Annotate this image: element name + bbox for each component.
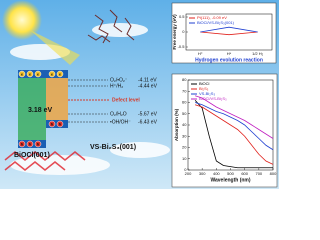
graphical-abstract: e e e e eh h hh h O₂/•O₂⁻ -4.11 eVH⁺/H₂ -4.44 eVO… — [0, 0, 279, 189]
electron-label: e — [37, 71, 40, 76]
left-material: BiOCl(001) — [14, 152, 50, 159]
hole-dot — [34, 140, 42, 148]
electron-label: e — [29, 71, 32, 76]
y-tick-label: 50 — [182, 111, 187, 116]
crystal-structure — [87, 9, 135, 44]
legend-label: BiOCl/VS-Bi₂S₃ — [199, 96, 227, 101]
series-line — [194, 99, 273, 169]
legend-label: Pt(111), -0.09 eV — [197, 15, 227, 20]
x-tick-label: 200 — [185, 171, 192, 176]
level-energy: -4.11 eV — [138, 77, 157, 83]
level-couple: •OH/OH⁻ — [110, 119, 131, 125]
clouds — [10, 23, 170, 175]
defect-level: Defect level — [112, 97, 140, 103]
y-tick-label: 80 — [182, 77, 187, 82]
hole-label: h — [51, 121, 54, 126]
electron-dot — [34, 70, 42, 78]
electron-dot — [48, 70, 56, 78]
lattice-bottom — [4, 151, 86, 171]
y-axis-label: Absorption (%) — [174, 108, 179, 141]
x-tick-label: 800 — [270, 171, 277, 176]
y-axis-label: Free energy (eV) — [172, 14, 177, 50]
legend-label: Bi₂S₃ — [199, 86, 209, 91]
level-couple: O₂/•O₂⁻ — [110, 77, 128, 83]
level-energy: -4.44 eV — [138, 83, 158, 89]
series-line — [194, 102, 274, 151]
hole-label: h — [21, 141, 24, 146]
level-couple: H⁺/H₂ — [110, 83, 123, 89]
series-line — [200, 26, 258, 33]
series-line — [200, 31, 258, 36]
y-tick-label: -0.5 — [178, 44, 186, 49]
x-category: H⁺ — [198, 51, 203, 56]
level-couple: O₂/H₂O — [110, 111, 127, 117]
legend-label: VS-Bi₂S₃ — [199, 91, 215, 96]
x-category: 1/2 H₂ — [252, 51, 264, 56]
band-gap: 3.18 eV — [28, 107, 52, 114]
electron-dot — [56, 70, 64, 78]
x-category: H* — [227, 51, 232, 56]
cb-bar — [18, 70, 68, 78]
y-tick-label: 30 — [182, 133, 187, 138]
level-energy: -5.67 eV — [138, 111, 158, 117]
her-inset — [171, 2, 277, 64]
electron-label: e — [21, 71, 24, 76]
series-line — [194, 95, 274, 139]
bi2s3-band — [46, 70, 68, 128]
sun — [2, 0, 42, 40]
x-tick-label: 300 — [199, 171, 206, 176]
electrons: e e e e eh h hh h — [18, 70, 64, 148]
hole-dot — [48, 120, 56, 128]
x-tick-label: 500 — [227, 171, 234, 176]
light-beam — [30, 30, 80, 65]
y-tick-label: 40 — [182, 122, 187, 127]
x-tick-label: 600 — [241, 171, 248, 176]
y-tick-label: 10 — [182, 156, 187, 161]
right-material: VS-Bi₂S₃(001) — [90, 144, 136, 151]
bioc-band — [18, 70, 46, 148]
energy-levels: O₂/•O₂⁻ -4.11 eV H⁺/H₂ -4.44 eV O₂/H₂O -5.67 … — [68, 77, 158, 125]
y-tick-label: 70 — [182, 88, 187, 93]
hole-label: h — [59, 121, 62, 126]
electron-label: e — [59, 71, 62, 76]
hole-dot — [26, 140, 34, 148]
x-axis-label: Wavelength (nm) — [210, 177, 250, 183]
y-tick-label: 0 — [184, 167, 187, 172]
y-tick-label: 60 — [182, 100, 187, 105]
hole-label: h — [29, 141, 32, 146]
absorption-inset — [171, 73, 278, 188]
y-tick-label: 0 — [182, 29, 185, 34]
x-tick-label: 400 — [213, 171, 220, 176]
hole-dot — [18, 140, 26, 148]
legend-label: BiOCl — [199, 81, 210, 86]
electron-dot — [18, 70, 26, 78]
level-energy: -6.43 eV — [138, 119, 158, 125]
series-line — [194, 104, 274, 165]
electron-dot — [26, 70, 34, 78]
y-tick-label: 20 — [182, 145, 187, 150]
hole-dot — [56, 120, 64, 128]
legend-label: BiOCl/VS-Bi₂S₃(001) — [197, 20, 235, 25]
inset-title: Hydrogen evolution reaction — [195, 57, 263, 63]
y-tick-label: 0.5 — [179, 14, 185, 19]
hole-label: h — [37, 141, 40, 146]
x-tick-label: 700 — [255, 171, 262, 176]
electron-label: e — [51, 71, 54, 76]
